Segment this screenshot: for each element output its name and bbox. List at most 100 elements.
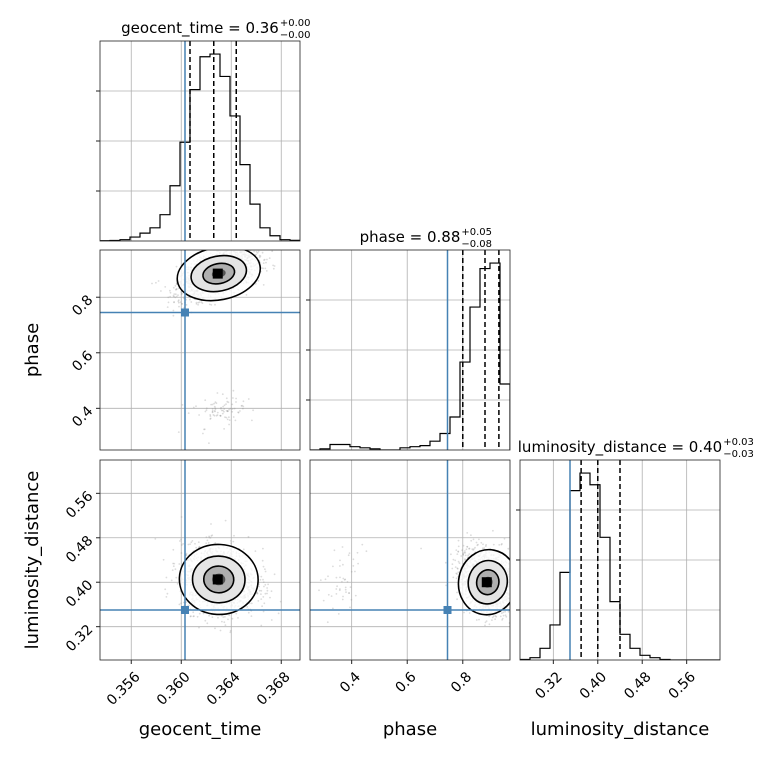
sample-point bbox=[250, 602, 253, 605]
sample-point bbox=[510, 580, 512, 582]
sample-point bbox=[515, 583, 517, 585]
sample-point bbox=[177, 301, 180, 304]
title-minus-err: −0.08 bbox=[461, 239, 492, 250]
sample-point bbox=[513, 571, 515, 573]
sample-point bbox=[211, 411, 214, 413]
sample-point bbox=[272, 264, 274, 267]
sample-point bbox=[262, 578, 264, 581]
sample-point bbox=[525, 621, 527, 623]
panel-title-geocent_time: geocent_time = 0.36 bbox=[121, 19, 279, 38]
sample-point bbox=[208, 614, 211, 617]
sample-point bbox=[511, 581, 513, 583]
hist-bin bbox=[190, 90, 200, 241]
sample-point bbox=[192, 611, 195, 614]
sample-point bbox=[540, 587, 542, 589]
sample-point bbox=[476, 544, 479, 547]
y-tick-label-luminosity_distance: 0.32 bbox=[63, 622, 96, 655]
sample-point bbox=[271, 250, 274, 253]
sample-point bbox=[226, 410, 229, 412]
sample-point bbox=[219, 415, 222, 417]
sample-point bbox=[204, 410, 207, 413]
sample-point bbox=[167, 296, 170, 299]
sample-point bbox=[268, 257, 271, 259]
sample-point bbox=[335, 588, 338, 590]
sample-point bbox=[196, 615, 199, 618]
sample-point bbox=[279, 600, 282, 603]
sample-point bbox=[258, 256, 261, 259]
sample-point bbox=[264, 568, 266, 571]
sample-point bbox=[224, 624, 227, 626]
hist-bin bbox=[210, 54, 220, 241]
sample-point bbox=[213, 405, 216, 408]
sample-point bbox=[207, 541, 210, 544]
sample-point bbox=[492, 615, 495, 618]
sample-point bbox=[231, 410, 234, 413]
sample-point bbox=[344, 578, 347, 581]
sample-point bbox=[357, 562, 359, 565]
sample-point bbox=[457, 550, 460, 553]
sample-point bbox=[452, 558, 455, 561]
sample-point bbox=[465, 548, 468, 551]
sample-point bbox=[516, 603, 518, 605]
sample-point bbox=[202, 612, 205, 615]
sample-point bbox=[188, 604, 190, 607]
sample-point bbox=[213, 410, 216, 412]
hist-panel-phase bbox=[310, 250, 510, 450]
hist-bin bbox=[200, 57, 210, 241]
sample-point bbox=[513, 586, 515, 588]
sample-point bbox=[262, 267, 264, 270]
sample-point bbox=[511, 596, 513, 598]
sample-point bbox=[221, 620, 223, 623]
sample-point bbox=[468, 612, 471, 614]
density-peak bbox=[212, 574, 223, 585]
sample-point bbox=[214, 408, 217, 411]
sample-point bbox=[456, 598, 458, 601]
sample-point bbox=[365, 550, 368, 553]
hist-bin bbox=[550, 625, 560, 660]
sample-point bbox=[209, 415, 212, 417]
sample-point bbox=[343, 578, 346, 581]
sample-point bbox=[166, 592, 169, 595]
sample-point bbox=[216, 414, 219, 416]
sample-point bbox=[258, 589, 261, 592]
panel-frame bbox=[99, 249, 301, 451]
sample-point bbox=[208, 536, 211, 539]
hist-bin bbox=[420, 446, 430, 450]
sample-point bbox=[237, 411, 240, 414]
sample-point bbox=[502, 614, 505, 617]
sample-point bbox=[173, 295, 175, 298]
sample-point bbox=[198, 626, 200, 629]
title-minus-err: −0.03 bbox=[723, 449, 754, 460]
sample-point bbox=[455, 549, 458, 551]
y-tick-label-phase: 0.4 bbox=[69, 403, 96, 430]
sample-point bbox=[511, 602, 513, 604]
sample-point bbox=[510, 588, 512, 590]
sample-point bbox=[215, 414, 218, 417]
sample-point bbox=[512, 607, 514, 609]
sample-point bbox=[339, 565, 341, 567]
sample-point bbox=[452, 576, 455, 579]
sample-point bbox=[259, 578, 262, 581]
x-tick-label-luminosity_distance: 0.48 bbox=[621, 669, 654, 702]
sample-point bbox=[222, 616, 225, 618]
sample-point bbox=[194, 542, 196, 545]
sample-point bbox=[521, 601, 523, 603]
sample-point bbox=[515, 577, 517, 579]
sample-point bbox=[231, 408, 234, 410]
sample-point bbox=[180, 291, 183, 293]
sample-point bbox=[233, 407, 236, 410]
sample-point bbox=[181, 292, 183, 295]
sample-point bbox=[503, 537, 506, 540]
sample-point bbox=[187, 543, 190, 546]
sample-point bbox=[237, 617, 239, 619]
hist-bin bbox=[170, 186, 180, 241]
sample-point bbox=[523, 604, 525, 606]
sample-point bbox=[157, 280, 160, 282]
sample-point bbox=[500, 543, 503, 546]
sample-point bbox=[227, 618, 229, 621]
sample-point bbox=[230, 542, 233, 545]
sample-point bbox=[322, 599, 325, 602]
sample-point bbox=[209, 418, 212, 420]
sample-point bbox=[255, 245, 257, 247]
sample-point bbox=[513, 589, 515, 591]
